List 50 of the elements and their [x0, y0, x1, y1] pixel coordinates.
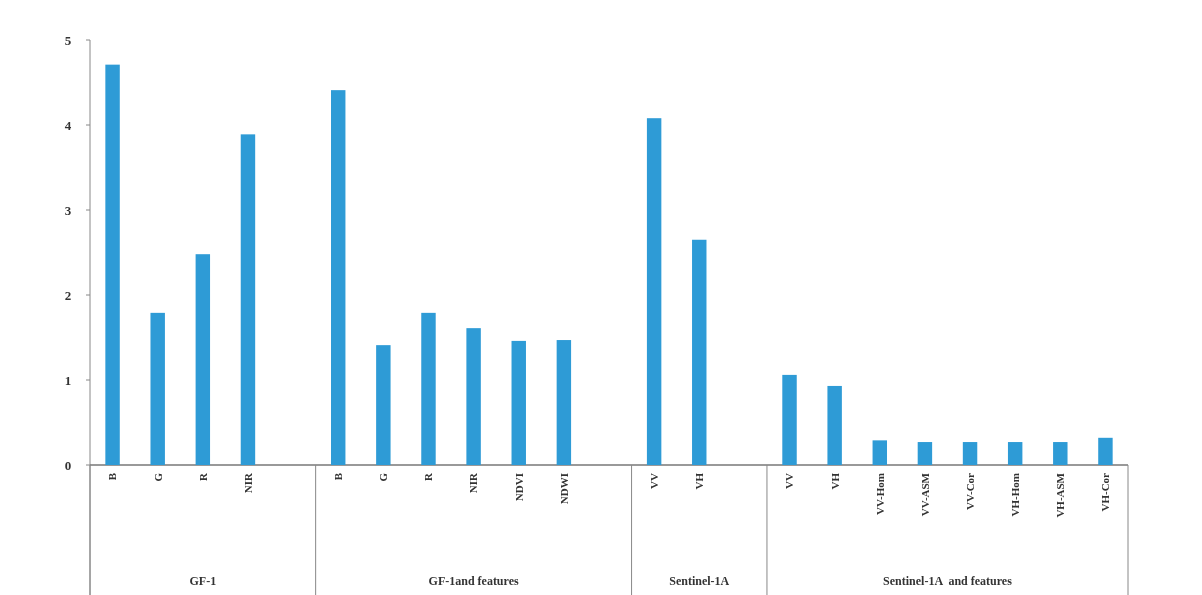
bar — [872, 440, 887, 465]
x-tick-label: NIR — [241, 471, 254, 494]
x-tick-label: VV-ASM — [918, 472, 931, 517]
x-tick-label: R — [196, 471, 209, 481]
y-tick-label: 3 — [64, 202, 72, 218]
bar — [150, 312, 165, 465]
x-tick-label: VV — [783, 472, 796, 489]
x-tick-label: G — [377, 472, 390, 482]
bar — [195, 254, 211, 465]
y-tick-label: 2 — [64, 287, 72, 303]
y-tick-label: 4 — [64, 117, 72, 133]
bar — [917, 442, 933, 465]
x-tick-label: VH-ASM — [1054, 472, 1067, 518]
text: GF-1 — [189, 574, 217, 588]
bar — [1007, 442, 1023, 465]
bar — [511, 340, 526, 465]
y-tick-label: 5 — [64, 32, 72, 48]
x-tick-label: NIR — [467, 471, 480, 494]
text: GF-1and features — [428, 574, 519, 588]
bar — [466, 328, 481, 465]
bar — [376, 345, 391, 465]
bar — [331, 90, 346, 465]
text: Sentinel-1A and features — [883, 574, 1013, 588]
x-tick-label: VH-Hom — [1009, 473, 1022, 517]
x-tick-label: VV-Hom — [873, 473, 886, 515]
bar — [105, 64, 120, 465]
x-tick-label: NDWI — [557, 473, 570, 505]
bar — [421, 312, 436, 465]
bar — [962, 442, 978, 465]
x-tick-label: B — [332, 472, 345, 481]
bar — [782, 374, 797, 465]
bar — [1053, 442, 1068, 465]
bar — [240, 134, 256, 465]
bar — [827, 385, 842, 465]
x-tick-label: VV — [647, 472, 660, 489]
x-tick-label: VH — [828, 472, 841, 490]
text: Sentinel-1A — [669, 574, 730, 588]
x-tick-label: B — [106, 472, 119, 481]
x-tick-label: G — [151, 472, 164, 482]
bar — [556, 340, 572, 465]
y-tick-label: 1 — [64, 372, 72, 388]
bar — [692, 239, 707, 465]
bar — [646, 118, 662, 465]
x-tick-label: VV-Cor — [963, 472, 976, 511]
x-tick-label: R — [422, 471, 435, 481]
y-tick-label: 0 — [64, 457, 72, 473]
x-tick-label: NDVI — [512, 473, 525, 502]
x-tick-label: VH — [693, 472, 706, 490]
bar — [1098, 437, 1113, 465]
x-tick-label: VH-Cor — [1099, 472, 1112, 512]
